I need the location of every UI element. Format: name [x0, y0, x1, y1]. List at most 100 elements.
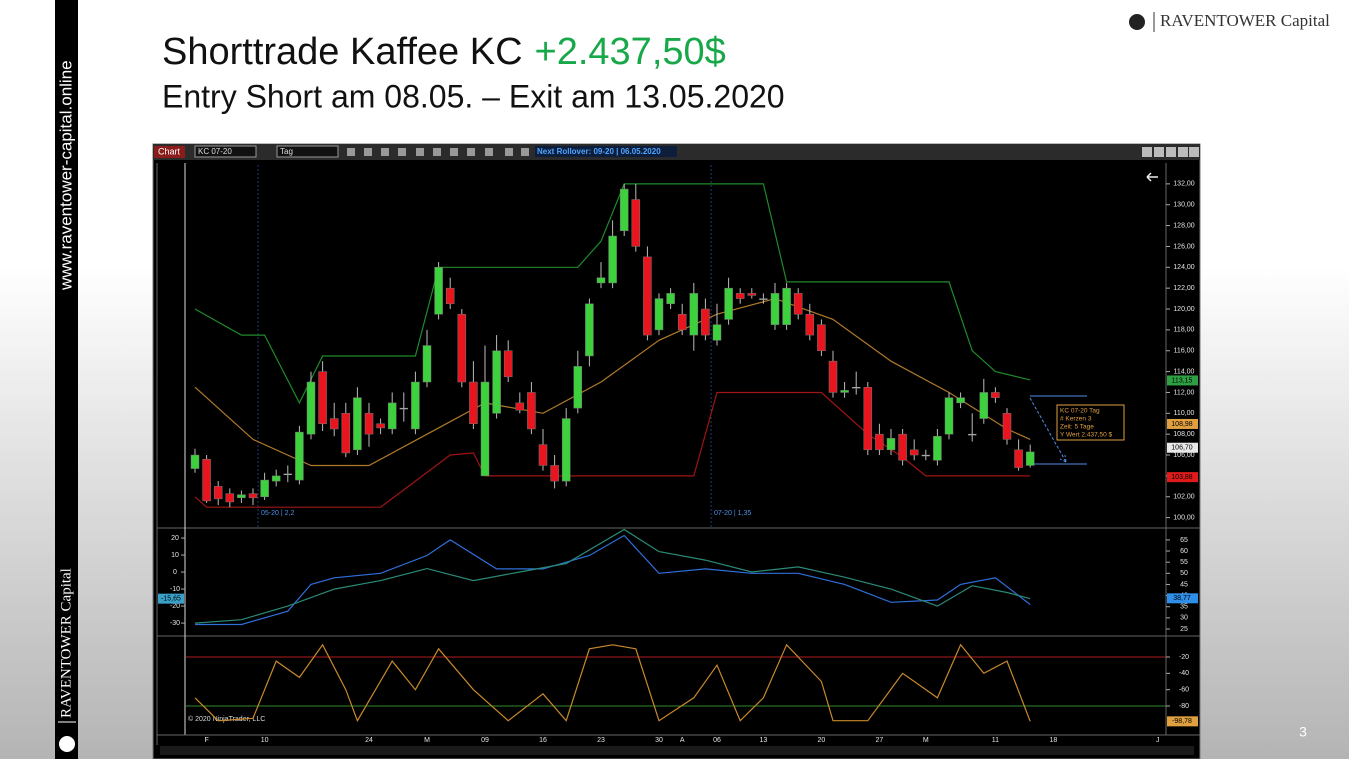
candle-body: [793, 293, 803, 315]
logo-text: RAVENTOWER Capital: [1160, 11, 1330, 30]
y-tick-label: 100,00: [1173, 514, 1195, 521]
candle-body: [747, 293, 757, 296]
candle-body: [805, 313, 815, 336]
icon[interactable]: [364, 148, 372, 156]
candle-body: [422, 345, 432, 383]
candle-body: [561, 418, 571, 482]
price-tag: [1167, 472, 1198, 483]
y-tick-label: -60: [1179, 687, 1189, 694]
icon[interactable]: [505, 148, 513, 156]
tab[interactable]: [154, 146, 185, 158]
indicator-line: [194, 528, 1031, 624]
icon[interactable]: [398, 148, 406, 156]
candle-body: [828, 360, 838, 393]
indicator-line: [194, 297, 1031, 467]
y-tick-label: 130,00: [1173, 202, 1195, 209]
price-tag: [158, 593, 184, 604]
candle-body: [840, 390, 849, 393]
y-tick-label: 120,00: [1173, 306, 1195, 313]
window-button[interactable]: [1154, 147, 1164, 157]
window-button[interactable]: [1166, 147, 1176, 157]
candle-body: [434, 267, 443, 315]
title-text: Shorttrade Kaffee KC: [162, 31, 523, 73]
y-tick-label: 50: [1180, 570, 1188, 577]
period-select[interactable]: [276, 145, 339, 158]
window-button[interactable]: [1189, 147, 1199, 157]
candle-body: [608, 235, 617, 284]
candle-body: [770, 293, 780, 325]
instrument-select[interactable]: [194, 145, 257, 158]
candle-body: [921, 454, 931, 457]
indicator-line: [194, 643, 1031, 723]
candle-body: [759, 298, 768, 300]
icon[interactable]: [433, 148, 441, 156]
candle-body: [782, 287, 791, 325]
candle-body: [933, 436, 942, 461]
chart-window: Chart KC 07-20 Tag Next Rollover: 09-20 …: [152, 143, 1201, 759]
icon[interactable]: [467, 148, 475, 156]
y-tick-label: 114,00: [1174, 368, 1195, 375]
candle-body: [596, 277, 606, 284]
indicator-line: [195, 534, 1031, 626]
icon[interactable]: [381, 148, 389, 156]
candle-body: [457, 313, 467, 383]
icon[interactable]: [416, 148, 424, 156]
sidebar-logo: [59, 736, 75, 752]
copyright: © 2020 NinjaTrader, LLC: [188, 715, 265, 723]
candle-body: [248, 493, 258, 499]
info-text: Y Wert 2.437,50 $: [1060, 432, 1113, 439]
y-tick-label: 124,00: [1173, 264, 1195, 271]
candle-body: [979, 392, 989, 419]
candle-body: [538, 444, 548, 466]
y-tick-label: 45: [1180, 581, 1188, 588]
window-button[interactable]: [1178, 147, 1188, 157]
candle-body: [445, 287, 455, 305]
candle-body: [376, 423, 385, 429]
candle-body: [213, 486, 223, 500]
tab-label: Chart: [158, 146, 181, 156]
title-profit: +2.437,50$: [535, 31, 726, 73]
candle-body: [1025, 451, 1035, 466]
icon[interactable]: [347, 148, 355, 156]
candle-body: [689, 293, 699, 336]
y-tick-label: 110,00: [1174, 410, 1195, 417]
candle-body: [503, 350, 513, 378]
candle-body: [712, 324, 722, 341]
back-arrow[interactable]: [1146, 172, 1158, 182]
y-tick-label: 25: [1180, 626, 1188, 633]
y-tick-label: 118,00: [1174, 327, 1195, 334]
candle-body: [573, 366, 583, 409]
candle-body: [909, 449, 919, 456]
title: Shorttrade Kaffee KC +2.437,50$: [162, 31, 726, 73]
y-tick-label: 35: [1180, 604, 1188, 611]
icon[interactable]: [450, 148, 458, 156]
y-tick-label: -80: [1179, 703, 1189, 710]
price-tag-label: -15,65: [161, 596, 181, 603]
candle-body: [202, 458, 211, 502]
y-tick-label: -10: [170, 586, 180, 593]
candle-body: [1014, 449, 1023, 468]
candle-body: [677, 313, 687, 331]
toolbar-icons: [347, 148, 529, 156]
sidebar-brand: RAVENTOWER Capital: [58, 568, 74, 718]
window-button[interactable]: [1142, 147, 1152, 157]
scrollbar[interactable]: [160, 746, 1194, 755]
y-tick-label: 55: [1180, 559, 1188, 566]
sidebar: [55, 0, 78, 759]
icon[interactable]: [521, 148, 529, 156]
y-tick-label: 20: [171, 535, 179, 542]
candle-body: [295, 431, 304, 481]
period-label: Tag: [280, 147, 293, 156]
candle-body: [666, 293, 675, 305]
x-tick-label: J: [1156, 737, 1160, 744]
price-tag-label: 38,77: [1173, 595, 1191, 602]
price-tag: [1167, 593, 1198, 604]
y-tick-label: 10: [171, 552, 179, 559]
icon[interactable]: [485, 148, 493, 156]
candle-body: [851, 386, 861, 389]
y-tick-label: 128,00: [1173, 222, 1195, 229]
x-tick-label: 09: [481, 737, 489, 744]
price-tag-label: 106,70: [1171, 445, 1193, 452]
candle-body: [271, 475, 281, 482]
x-tick-label: 27: [876, 737, 884, 744]
